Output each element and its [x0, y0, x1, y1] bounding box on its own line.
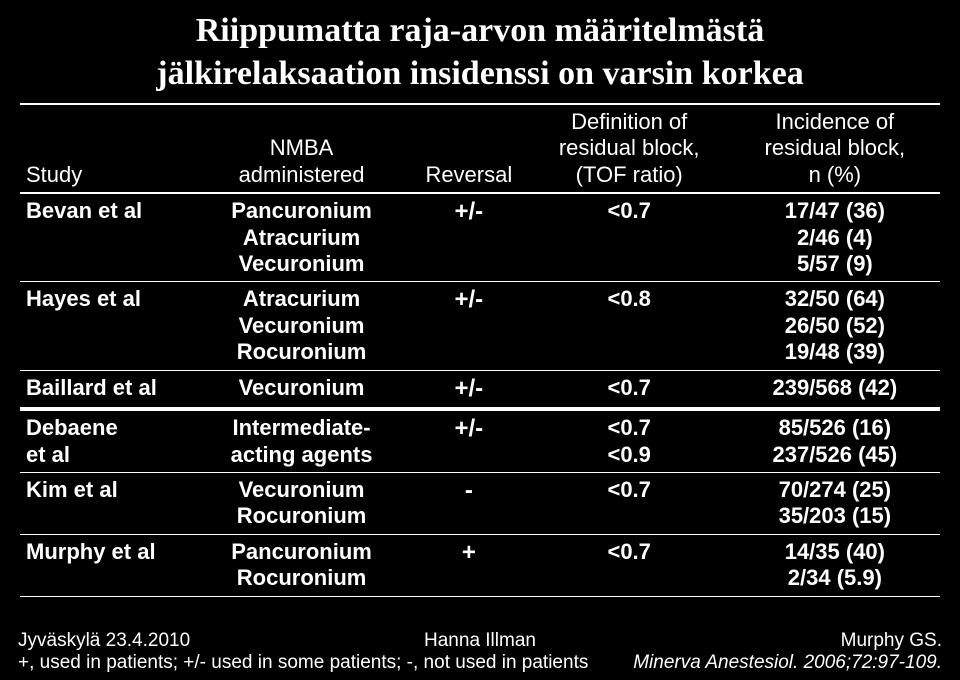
cell-definition: <0.7<0.9	[529, 410, 730, 473]
cell-nmba: AtracuriumVecuroniumRocuronium	[194, 282, 409, 370]
cell-nmba: VecuroniumRocuronium	[194, 473, 409, 535]
table-row: Debaeneet alIntermediate-acting agents+/…	[20, 410, 940, 473]
header-definition: Definition ofresidual block,(TOF ratio)	[529, 104, 730, 193]
cell-reversal: -	[409, 473, 529, 535]
cell-reversal: +	[409, 534, 529, 596]
cell-nmba: Vecuronium	[194, 370, 409, 408]
cell-study: Debaeneet al	[20, 410, 194, 473]
cell-definition: <0.7	[529, 534, 730, 596]
cell-definition: <0.7	[529, 193, 730, 282]
header-incidence: Incidence ofresidual block,n (%)	[730, 104, 940, 193]
cell-reversal: +/-	[409, 282, 529, 370]
title-line-1: Riippumatta raja-arvon määritelmästä	[196, 12, 764, 49]
footer-right: Murphy GS. Minerva Anestesiol. 2006;72:9…	[633, 630, 942, 674]
cell-study: Murphy et al	[20, 534, 194, 596]
cell-study: Bevan et al	[20, 193, 194, 282]
cell-incidence: 70/274 (25)35/203 (15)	[730, 473, 940, 535]
table-row: Hayes et alAtracuriumVecuroniumRocuroniu…	[20, 282, 940, 370]
footer-left-line1: Jyväskylä 23.4.2010	[18, 630, 588, 652]
cell-definition: <0.8	[529, 282, 730, 370]
cell-incidence: 14/35 (40)2/34 (5.9)	[730, 534, 940, 596]
title-line-2: jälkirelaksaation insidenssi on varsin k…	[156, 55, 803, 92]
table-row: Baillard et alVecuronium+/-<0.7239/568 (…	[20, 370, 940, 408]
header-study: Study	[20, 104, 194, 193]
cell-incidence: 32/50 (64)26/50 (52)19/48 (39)	[730, 282, 940, 370]
cell-incidence: 85/526 (16)237/526 (45)	[730, 410, 940, 473]
table-row: Kim et alVecuroniumRocuronium-<0.770/274…	[20, 473, 940, 535]
table-row: Murphy et alPancuroniumRocuronium+<0.714…	[20, 534, 940, 596]
header-reversal: Reversal	[409, 104, 529, 193]
cell-definition: <0.7	[529, 370, 730, 408]
footer-left: Jyväskylä 23.4.2010 +, used in patients;…	[18, 630, 588, 674]
cell-nmba: PancuroniumAtracuriumVecuronium	[194, 193, 409, 282]
cell-reversal: +/-	[409, 410, 529, 473]
footer-left-line2: +, used in patients; +/- used in some pa…	[18, 652, 588, 674]
footer-right-line1: Murphy GS.	[633, 630, 942, 652]
data-table: Study NMBAadministered Reversal Definiti…	[20, 103, 940, 597]
cell-incidence: 239/568 (42)	[730, 370, 940, 408]
cell-study: Baillard et al	[20, 370, 194, 408]
cell-nmba: PancuroniumRocuronium	[194, 534, 409, 596]
footer-right-line2: Minerva Anestesiol. 2006;72:97-109.	[633, 652, 942, 674]
cell-nmba: Intermediate-acting agents	[194, 410, 409, 473]
cell-reversal: +/-	[409, 193, 529, 282]
table-row: Bevan et alPancuroniumAtracuriumVecuroni…	[20, 193, 940, 282]
cell-definition: <0.7	[529, 473, 730, 535]
cell-study: Kim et al	[20, 473, 194, 535]
header-nmba: NMBAadministered	[194, 104, 409, 193]
cell-study: Hayes et al	[20, 282, 194, 370]
slide-title: Riippumatta raja-arvon määritelmästä jäl…	[0, 0, 960, 103]
cell-reversal: +/-	[409, 370, 529, 408]
cell-incidence: 17/47 (36)2/46 (4)5/57 (9)	[730, 193, 940, 282]
